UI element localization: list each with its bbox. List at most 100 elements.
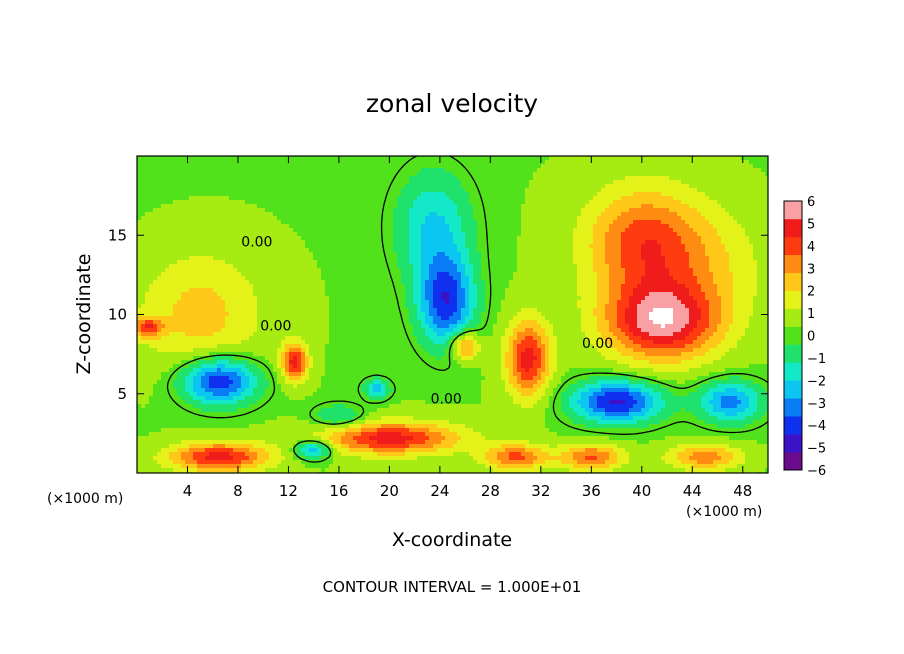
field-cell xyxy=(609,180,614,185)
field-cell xyxy=(169,192,174,197)
field-cell xyxy=(445,264,450,269)
field-cell xyxy=(389,188,394,193)
field-cell xyxy=(517,176,522,181)
field-cell xyxy=(625,160,630,165)
field-cell xyxy=(269,164,274,169)
field-cell xyxy=(457,188,462,193)
field-cell xyxy=(225,196,230,201)
field-cell xyxy=(169,180,174,185)
field-cell xyxy=(297,156,302,161)
field-cell xyxy=(693,248,698,253)
field-cell xyxy=(709,232,714,237)
field-cell xyxy=(261,204,266,209)
field-cell xyxy=(541,228,546,233)
field-cell xyxy=(605,208,610,213)
field-cell xyxy=(173,268,178,273)
field-cell xyxy=(581,168,586,173)
field-cell xyxy=(661,256,666,261)
field-cell xyxy=(681,272,686,277)
field-cell xyxy=(661,272,666,277)
field-cell xyxy=(153,244,158,249)
field-cell xyxy=(661,184,666,189)
field-cell xyxy=(149,220,154,225)
field-cell xyxy=(237,272,242,277)
field-cell xyxy=(485,212,490,217)
field-cell xyxy=(269,272,274,277)
field-cell xyxy=(169,256,174,261)
field-cell xyxy=(161,168,166,173)
field-cell xyxy=(429,276,434,281)
field-cell xyxy=(317,212,322,217)
field-cell xyxy=(313,168,318,173)
field-cell xyxy=(601,224,606,229)
field-cell xyxy=(301,256,306,261)
field-cell xyxy=(421,196,426,201)
field-cell xyxy=(593,156,598,161)
field-cell xyxy=(705,216,710,221)
field-cell xyxy=(573,184,578,189)
field-cell xyxy=(181,228,186,233)
field-cell xyxy=(741,228,746,233)
field-cell xyxy=(505,248,510,253)
field-cell xyxy=(709,216,714,221)
field-cell xyxy=(205,272,210,277)
field-cell xyxy=(505,180,510,185)
field-cell xyxy=(209,264,214,269)
field-cell xyxy=(301,272,306,277)
field-cell xyxy=(233,240,238,245)
field-cell xyxy=(389,244,394,249)
field-cell xyxy=(209,164,214,169)
field-cell xyxy=(637,264,642,269)
field-cell xyxy=(365,244,370,249)
field-cell xyxy=(705,200,710,205)
field-cell xyxy=(685,232,690,237)
field-cell xyxy=(405,260,410,265)
field-cell xyxy=(293,264,298,269)
field-cell xyxy=(341,156,346,161)
field-cell xyxy=(589,184,594,189)
field-cell xyxy=(397,224,402,229)
field-cell xyxy=(221,224,226,229)
field-cell xyxy=(453,256,458,261)
field-cell xyxy=(285,244,290,249)
field-cell xyxy=(285,252,290,257)
field-cell xyxy=(605,184,610,189)
field-cell xyxy=(253,156,258,161)
field-cell xyxy=(749,236,754,241)
field-cell xyxy=(225,176,230,181)
field-cell xyxy=(197,164,202,169)
field-cell xyxy=(749,156,754,161)
field-cell xyxy=(353,252,358,257)
field-cell xyxy=(753,240,758,245)
field-cell xyxy=(221,184,226,189)
field-cell xyxy=(197,200,202,205)
field-cell xyxy=(353,244,358,249)
field-cell xyxy=(185,228,190,233)
field-cell xyxy=(189,232,194,237)
field-cell xyxy=(473,176,478,181)
field-cell xyxy=(457,156,462,161)
field-cell xyxy=(521,252,526,257)
field-cell xyxy=(693,264,698,269)
field-cell xyxy=(453,248,458,253)
field-cell xyxy=(529,192,534,197)
field-cell xyxy=(613,252,618,257)
field-cell xyxy=(625,256,630,261)
field-cell xyxy=(653,240,658,245)
field-cell xyxy=(305,264,310,269)
field-cell xyxy=(541,188,546,193)
field-cell xyxy=(541,172,546,177)
field-cell xyxy=(409,240,414,245)
field-cell xyxy=(165,204,170,209)
field-cell xyxy=(281,192,286,197)
field-cell xyxy=(765,224,768,229)
field-cell xyxy=(757,208,762,213)
field-cell xyxy=(389,192,394,197)
field-cell xyxy=(657,248,662,253)
field-cell xyxy=(701,208,706,213)
field-cell xyxy=(197,272,202,277)
field-cell xyxy=(597,160,602,165)
field-cell xyxy=(757,156,762,161)
field-cell xyxy=(693,208,698,213)
field-cell xyxy=(405,208,410,213)
